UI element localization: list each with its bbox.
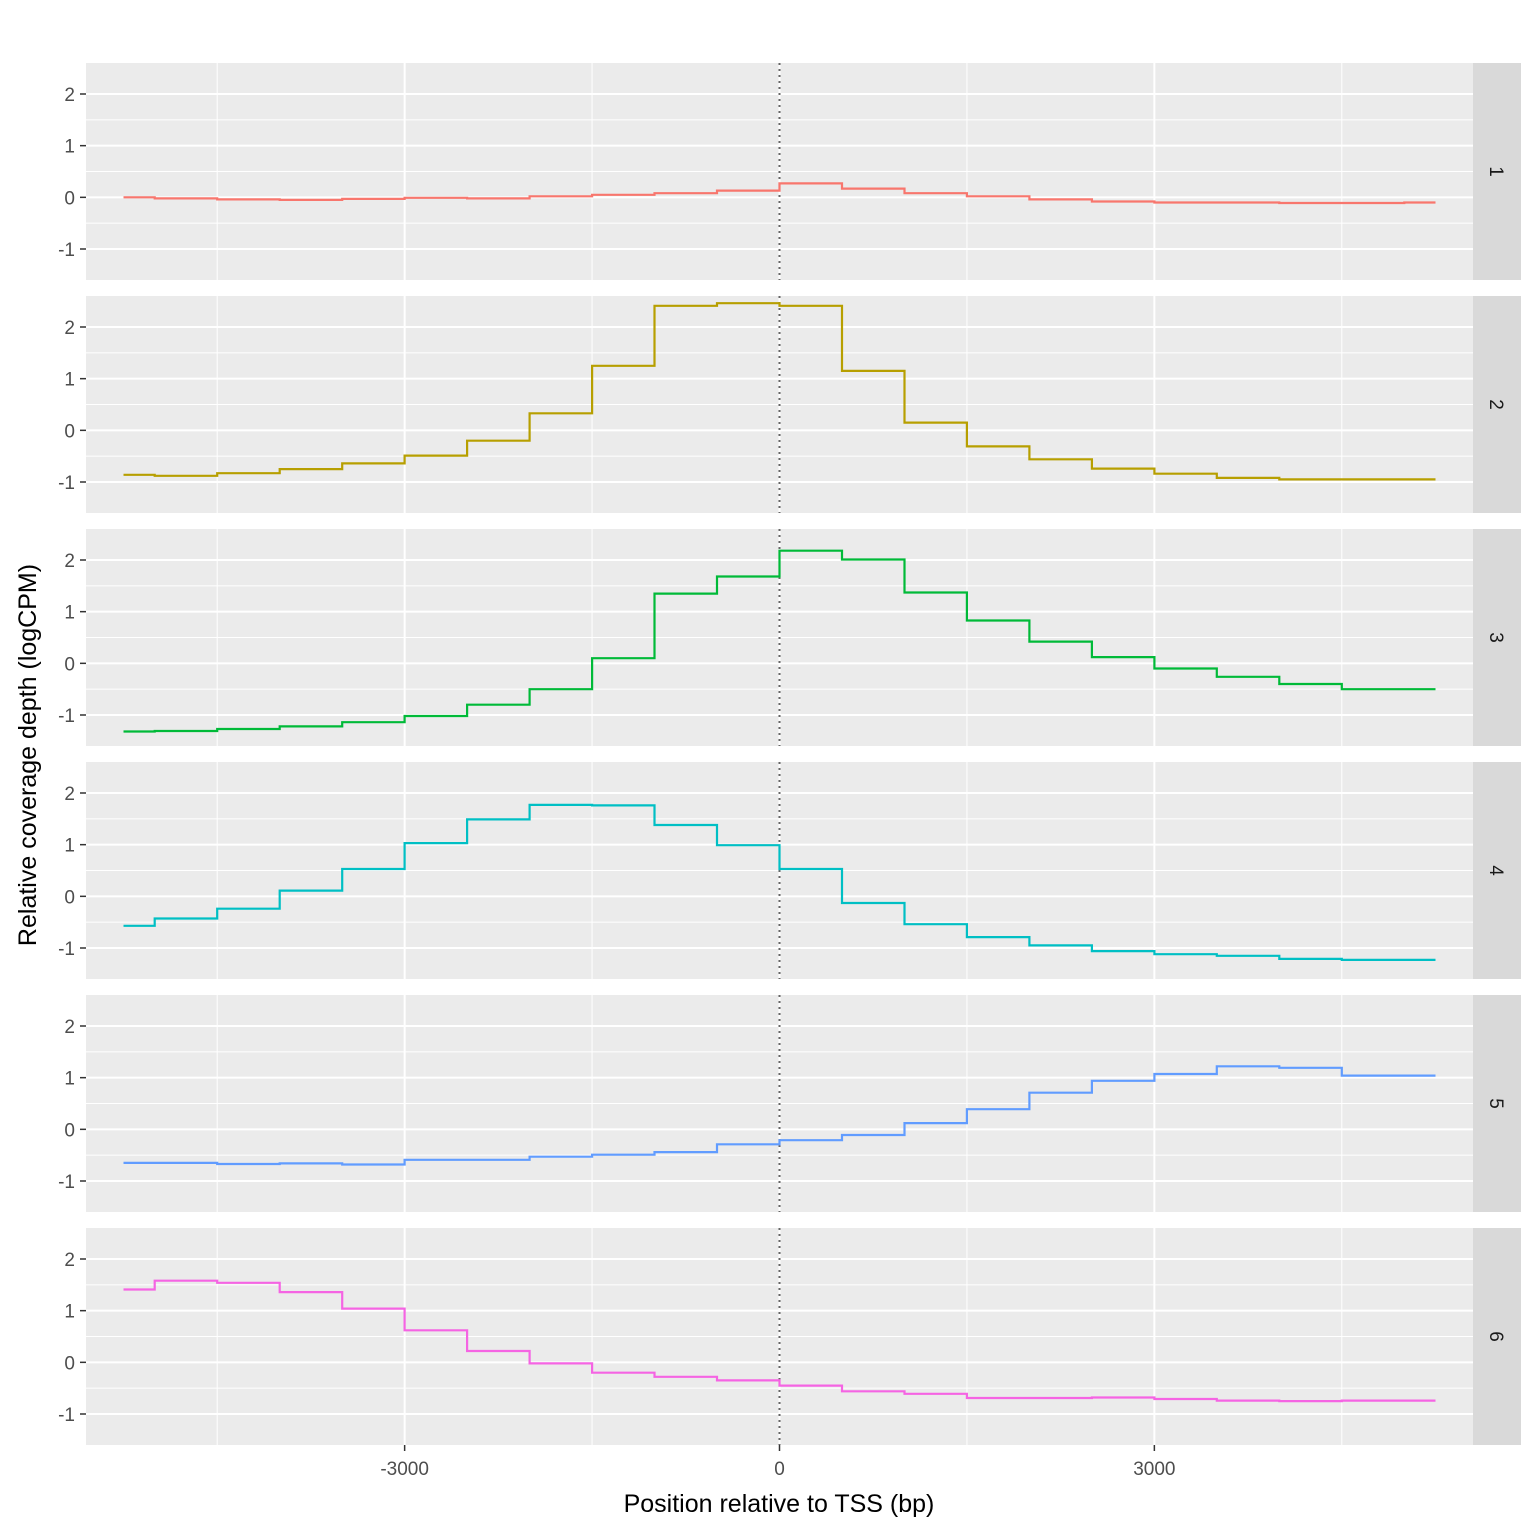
series-2-step-line <box>123 302 1436 481</box>
series-5-step-line <box>123 1065 1436 1166</box>
y-tick-label: 1 <box>64 370 75 391</box>
y-tick-label: 2 <box>64 1017 75 1038</box>
y-tick-label: 2 <box>64 85 75 106</box>
y-tick-label: -1 <box>58 939 75 960</box>
facet-strip-label: 2 <box>1485 399 1506 410</box>
facet-strip <box>1473 1228 1521 1445</box>
x-axis-title: Position relative to TSS (bp) <box>624 1490 935 1518</box>
y-tick-label: 0 <box>64 188 75 209</box>
y-tick-label: -1 <box>58 240 75 261</box>
facet-strip <box>1473 529 1521 746</box>
series-4-step-line <box>123 803 1436 961</box>
y-tick-label: 0 <box>64 887 75 908</box>
y-tick-label: -1 <box>58 1172 75 1193</box>
series-6-step-line <box>123 1279 1436 1403</box>
y-tick-label: 2 <box>64 551 75 572</box>
facet-strip <box>1473 762 1521 979</box>
facet-strip-label: 6 <box>1485 1331 1506 1342</box>
facet-strip <box>1473 63 1521 280</box>
facet-panel: 2 1 0 -1 3 <box>58 529 1521 746</box>
y-tick-label: 2 <box>64 318 75 339</box>
facet-panel: 2 1 0 -1 6 <box>58 1228 1521 1445</box>
y-tick-label: 1 <box>64 603 75 624</box>
y-tick-label: 0 <box>64 654 75 675</box>
x-tick-label: -3000 <box>380 1459 429 1480</box>
facet-panel: 2 1 0 -1 1 <box>58 63 1521 280</box>
facet-panel: 2 1 0 -1 4 <box>58 762 1521 979</box>
x-axis: -3000 0 3000 <box>380 1445 1176 1480</box>
y-tick-label: 0 <box>64 421 75 442</box>
y-tick-label: 0 <box>64 1120 75 1141</box>
facet-strip-label: 1 <box>1485 166 1506 177</box>
y-tick-label: 2 <box>64 784 75 805</box>
facet-strip <box>1473 296 1521 513</box>
facet-panels: 2 1 0 -1 1 2 1 0 -1 2 2 1 0 -1 3 2 1 0 -1 4 2 1 0 -1 5 2 1 0 -1 6 <box>58 63 1521 1445</box>
facet-panel: 2 1 0 -1 5 <box>58 995 1521 1212</box>
facet-strip-label: 5 <box>1485 1098 1506 1109</box>
y-tick-label: -1 <box>58 1405 75 1426</box>
y-tick-label: -1 <box>58 706 75 727</box>
y-tick-label: 1 <box>64 1069 75 1090</box>
y-tick-label: 1 <box>64 836 75 857</box>
facet-strip <box>1473 995 1521 1212</box>
y-tick-label: -1 <box>58 473 75 494</box>
x-tick-label: 3000 <box>1133 1459 1175 1480</box>
y-axis-title: Relative coverage depth (logCPM) <box>14 564 42 946</box>
y-tick-label: 1 <box>64 137 75 158</box>
series-1-step-line <box>123 182 1436 205</box>
facet-panel: 2 1 0 -1 2 <box>58 296 1521 513</box>
y-tick-label: 2 <box>64 1250 75 1271</box>
y-tick-label: 1 <box>64 1302 75 1323</box>
series-3-step-line <box>123 549 1436 733</box>
x-tick-label: 0 <box>774 1459 785 1480</box>
y-tick-label: 0 <box>64 1353 75 1374</box>
facet-strip-label: 3 <box>1485 632 1506 643</box>
facet-strip-label: 4 <box>1485 865 1506 876</box>
